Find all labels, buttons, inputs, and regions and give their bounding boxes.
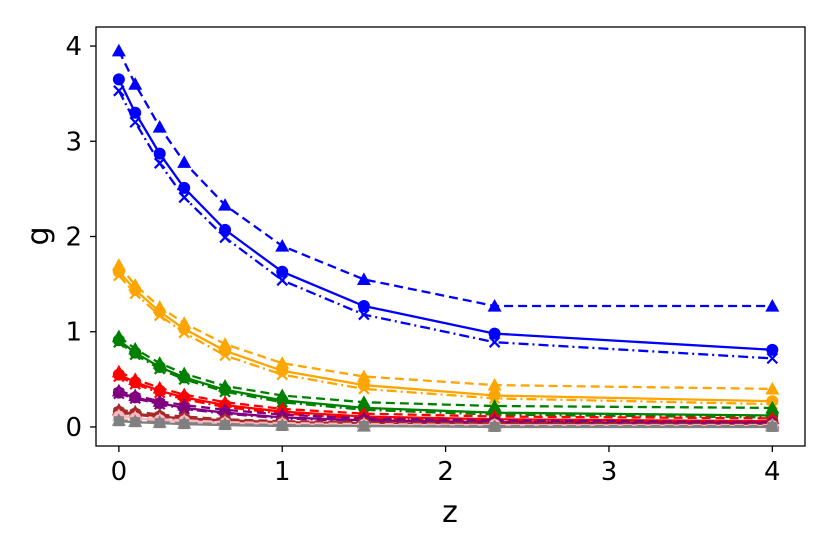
data-point bbox=[356, 369, 371, 383]
data-point bbox=[113, 85, 125, 97]
data-point bbox=[128, 77, 143, 90]
series bbox=[113, 269, 779, 410]
data-point bbox=[220, 420, 231, 431]
data-point bbox=[113, 387, 125, 400]
data-point bbox=[113, 370, 125, 383]
data-point bbox=[129, 348, 141, 361]
y-axis-label: g bbox=[21, 226, 56, 245]
data-point bbox=[154, 418, 165, 429]
data-point bbox=[488, 336, 501, 348]
data-point bbox=[489, 421, 500, 432]
x-tick-label: 1 bbox=[274, 457, 291, 487]
series bbox=[113, 416, 778, 432]
x-axis-label: z bbox=[442, 495, 458, 530]
data-point bbox=[153, 386, 166, 399]
data-point bbox=[130, 417, 141, 428]
series-line bbox=[118, 370, 773, 420]
data-point bbox=[178, 181, 191, 194]
data-point bbox=[488, 392, 501, 405]
data-point bbox=[153, 309, 166, 322]
data-point bbox=[767, 421, 778, 432]
y-tick-label: 0 bbox=[65, 413, 82, 443]
series bbox=[112, 334, 779, 422]
data-point bbox=[113, 336, 125, 348]
y-tick-label: 2 bbox=[65, 223, 82, 253]
data-point bbox=[153, 360, 166, 373]
data-point bbox=[112, 73, 125, 86]
data-point bbox=[765, 400, 780, 414]
data-point bbox=[766, 352, 779, 365]
data-point bbox=[178, 191, 190, 204]
series-line bbox=[118, 274, 773, 406]
data-point bbox=[275, 239, 290, 252]
data-point bbox=[178, 373, 190, 386]
data-point bbox=[219, 223, 232, 236]
series bbox=[112, 73, 779, 356]
y-tick-label: 1 bbox=[65, 318, 82, 348]
data-point bbox=[129, 287, 141, 300]
data-point bbox=[276, 364, 289, 377]
series-line bbox=[118, 375, 773, 424]
data-point bbox=[178, 326, 190, 339]
series bbox=[113, 85, 779, 365]
data-point bbox=[152, 119, 167, 133]
data-point bbox=[177, 155, 192, 168]
data-point bbox=[275, 356, 290, 369]
data-point bbox=[488, 327, 501, 340]
data-point bbox=[276, 274, 289, 287]
data-point bbox=[765, 381, 780, 395]
data-point bbox=[356, 272, 371, 285]
data-point bbox=[219, 383, 232, 396]
y-tick-label: 3 bbox=[65, 127, 82, 157]
data-point bbox=[358, 308, 370, 321]
data-point bbox=[277, 421, 288, 432]
data-point bbox=[129, 116, 141, 129]
data-point bbox=[765, 299, 780, 312]
series bbox=[111, 43, 780, 312]
data-point bbox=[276, 368, 289, 381]
data-point bbox=[358, 421, 369, 432]
data-point bbox=[179, 419, 190, 430]
data-point bbox=[219, 231, 231, 244]
data-point bbox=[112, 265, 125, 278]
data-point bbox=[178, 391, 191, 404]
data-point bbox=[487, 378, 502, 391]
data-point bbox=[358, 383, 370, 395]
data-point bbox=[153, 305, 166, 318]
data-point bbox=[178, 371, 191, 384]
y-tick-label: 4 bbox=[65, 32, 82, 62]
data-point bbox=[129, 392, 141, 405]
series-line bbox=[118, 341, 773, 419]
data-point bbox=[276, 265, 289, 278]
data-point bbox=[153, 398, 166, 410]
data-point bbox=[219, 349, 231, 362]
data-point bbox=[153, 157, 166, 169]
data-point bbox=[129, 283, 142, 296]
x-tick-label: 4 bbox=[764, 457, 781, 487]
y-axis: 0 1 2 3 4 bbox=[65, 32, 96, 443]
data-point bbox=[276, 394, 289, 407]
data-point bbox=[113, 269, 125, 282]
x-tick-label: 0 bbox=[111, 457, 128, 487]
data-point bbox=[113, 416, 124, 427]
data-point bbox=[487, 299, 502, 312]
series-layer bbox=[111, 43, 780, 433]
x-axis: 0 1 2 3 4 bbox=[111, 446, 781, 487]
data-point bbox=[111, 43, 126, 57]
data-point bbox=[178, 403, 190, 415]
x-tick-label: 2 bbox=[437, 457, 454, 487]
data-point bbox=[357, 300, 370, 313]
data-point bbox=[153, 363, 166, 375]
x-tick-label: 3 bbox=[601, 457, 618, 487]
data-point bbox=[218, 198, 233, 211]
data-point bbox=[219, 385, 231, 398]
data-point bbox=[129, 378, 141, 390]
data-point bbox=[766, 343, 779, 356]
